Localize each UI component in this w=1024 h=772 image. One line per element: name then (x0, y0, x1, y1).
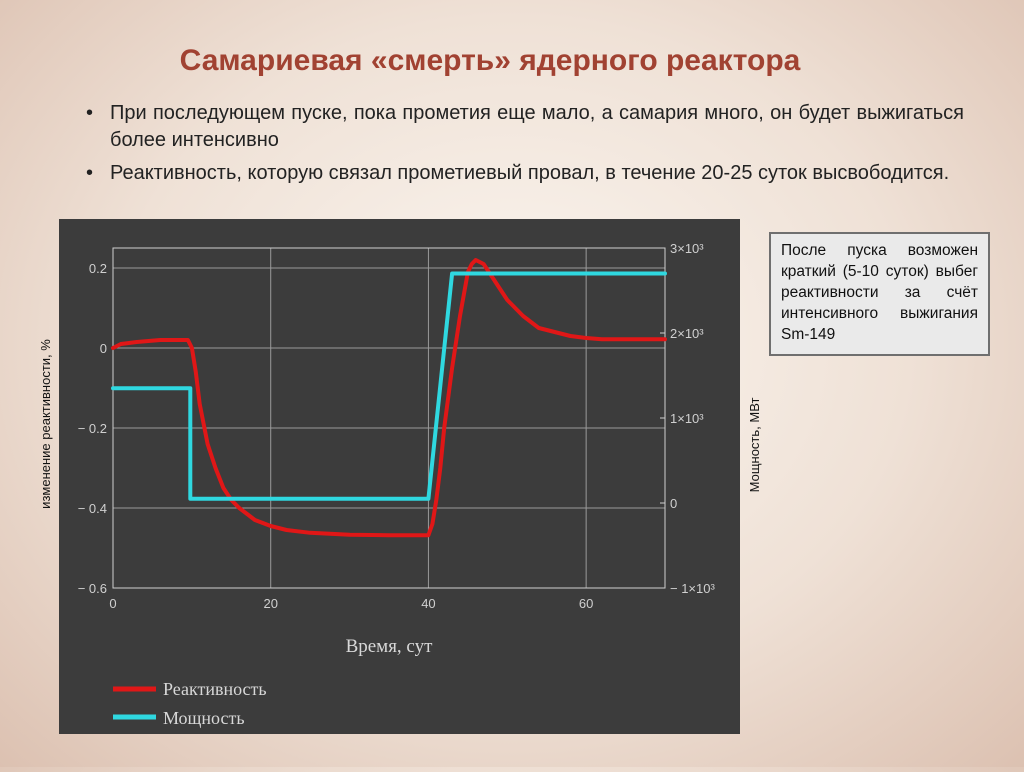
bullet-item: • При последующем пуске, пока прометия е… (84, 100, 964, 154)
ticks: 0 20 40 60 0.2 0 − 0.2 − 0.4 − 0.6 3×10³ 2×10³ 1×10… (78, 241, 716, 611)
series-line-reactivity (111, 258, 667, 538)
bullet-list: • При последующем пуске, пока прометия е… (84, 100, 964, 193)
bullet-marker: • (86, 162, 94, 184)
x-axis-label: Время, сут (346, 636, 434, 657)
legend-label-power: Мощность (163, 708, 245, 728)
y2-tick-label: − 1×10³ (670, 581, 715, 596)
legend-label-reactivity: Реактивность (163, 679, 267, 699)
chart-background (59, 219, 740, 734)
y2-tick-label: 3×10³ (670, 241, 704, 256)
y2-tick-label: 1×10³ (670, 411, 704, 426)
slide-title: Самариевая «смерть» ядерного реактора (179, 44, 801, 77)
x-tick-label: 60 (579, 596, 593, 611)
x-tick-label: 20 (263, 596, 277, 611)
y-tick-label: − 0.2 (78, 421, 107, 436)
series-line-power (111, 271, 667, 501)
y-axis-label: изменение реактивности, % (38, 339, 53, 509)
series (111, 258, 667, 538)
y-tick-label: − 0.6 (78, 581, 107, 596)
bullet-text: При последующем пуске, пока прометия еще… (110, 102, 964, 151)
x-tick-label: 40 (421, 596, 435, 611)
callout-box: После пуска возможен краткий (5-10 суток… (769, 232, 990, 356)
bullet-text: Реактивность, которую связал прометиевый… (110, 162, 950, 184)
y2-tick-label: 2×10³ (670, 326, 704, 341)
x-tick-label: 0 (109, 596, 116, 611)
y-tick-label: 0 (100, 341, 107, 356)
legend: Реактивность Мощность (113, 679, 267, 728)
y2-axis-label: Мощность, МВт (747, 398, 762, 493)
bullet-item: • Реактивность, которую связал прометиев… (84, 160, 964, 187)
y2-tick-label: 0 (670, 496, 677, 511)
y-tick-label: − 0.4 (78, 501, 107, 516)
y-tick-label: 0.2 (89, 261, 107, 276)
bullet-marker: • (86, 102, 94, 124)
